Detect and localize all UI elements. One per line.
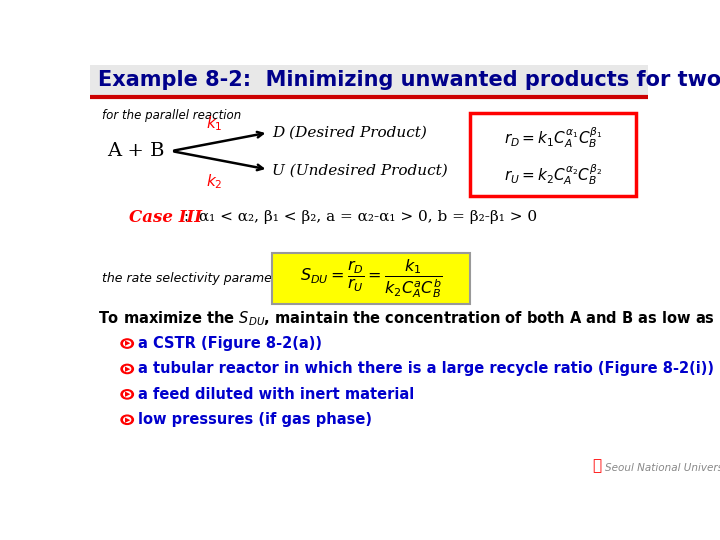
Text: D (Desired Product): D (Desired Product) bbox=[272, 126, 427, 139]
Text: $k_1$: $k_1$ bbox=[206, 114, 222, 132]
Text: $r_U = k_2 C_A^{\alpha_2} C_B^{\beta_2}$: $r_U = k_2 C_A^{\alpha_2} C_B^{\beta_2}$ bbox=[504, 163, 602, 187]
Text: ▶: ▶ bbox=[125, 417, 130, 423]
Text: To maximize the $S_{DU}$, maintain the concentration of both A and B as low as p: To maximize the $S_{DU}$, maintain the c… bbox=[98, 309, 720, 328]
Text: low pressures (if gas phase): low pressures (if gas phase) bbox=[138, 412, 372, 427]
Text: ▶: ▶ bbox=[125, 392, 130, 397]
Circle shape bbox=[124, 341, 131, 346]
Text: for the parallel reaction: for the parallel reaction bbox=[102, 110, 241, 123]
Text: $r_D = k_1 C_A^{\alpha_1} C_B^{\beta_1}$: $r_D = k_1 C_A^{\alpha_1} C_B^{\beta_1}$ bbox=[504, 125, 603, 150]
Text: ▶: ▶ bbox=[125, 366, 130, 372]
FancyBboxPatch shape bbox=[272, 253, 469, 303]
Text: $S_{DU} = \dfrac{r_D}{r_U} = \dfrac{k_1}{k_2 C_A^a C_B^b}$: $S_{DU} = \dfrac{r_D}{r_U} = \dfrac{k_1}… bbox=[300, 257, 442, 300]
Text: Seoul National University: Seoul National University bbox=[606, 463, 720, 473]
Circle shape bbox=[124, 366, 131, 372]
Text: the rate selectivity parameter: the rate selectivity parameter bbox=[102, 272, 289, 285]
Text: A + B: A + B bbox=[107, 142, 165, 160]
Text: a CSTR (Figure 8-2(a)): a CSTR (Figure 8-2(a)) bbox=[138, 336, 322, 351]
Circle shape bbox=[121, 364, 133, 374]
Circle shape bbox=[121, 415, 133, 424]
Circle shape bbox=[124, 417, 131, 422]
Circle shape bbox=[121, 339, 133, 348]
Text: a feed diluted with inert material: a feed diluted with inert material bbox=[138, 387, 414, 402]
Text: $k_2$: $k_2$ bbox=[206, 173, 222, 191]
Text: 🏃: 🏃 bbox=[593, 458, 601, 473]
Text: Case III: Case III bbox=[129, 209, 202, 226]
Circle shape bbox=[121, 390, 133, 399]
Text: Example 8-2:  Minimizing unwanted products for two reactants: Example 8-2: Minimizing unwanted product… bbox=[98, 70, 720, 90]
FancyBboxPatch shape bbox=[469, 112, 636, 195]
Text: U (Undesired Product): U (Undesired Product) bbox=[272, 164, 448, 178]
FancyBboxPatch shape bbox=[90, 65, 648, 96]
Text: a tubular reactor in which there is a large recycle ratio (Figure 8-2(i)): a tubular reactor in which there is a la… bbox=[138, 361, 714, 376]
Text: ▶: ▶ bbox=[125, 341, 130, 347]
Circle shape bbox=[124, 392, 131, 397]
Text: :  α₁ < α₂, β₁ < β₂, a = α₂-α₁ > 0, b = β₂-β₁ > 0: : α₁ < α₂, β₁ < β₂, a = α₂-α₁ > 0, b = β… bbox=[179, 210, 537, 224]
